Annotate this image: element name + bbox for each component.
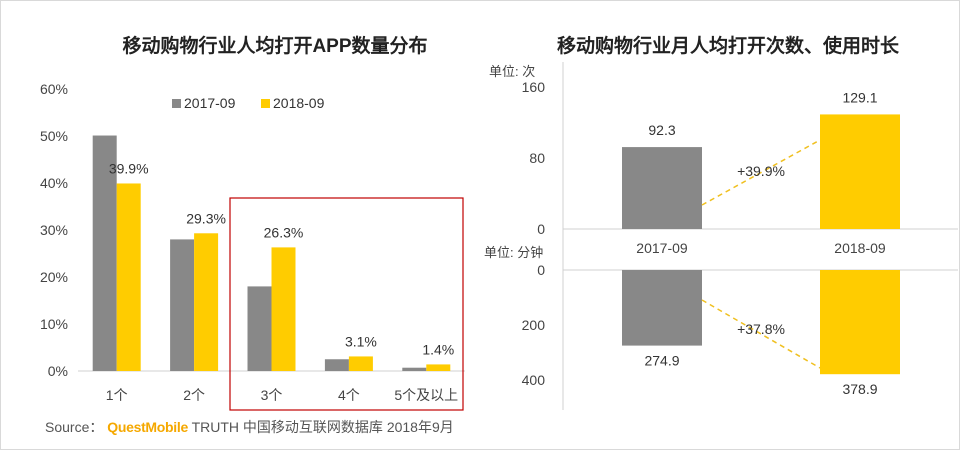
left-data-label: 39.9% xyxy=(109,160,149,176)
duration-bar-2017-09 xyxy=(622,270,702,346)
left-data-label: 29.3% xyxy=(186,210,226,226)
count-value-label: 129.1 xyxy=(842,89,877,105)
bar-2017-2 xyxy=(170,239,195,371)
source-prefix: Source： xyxy=(45,419,104,435)
left-ytick-label: 60% xyxy=(40,81,68,97)
source-note: Source： QuestMobile TRUTH 中国移动互联网数据库 201… xyxy=(45,417,454,437)
bar-2017-3 xyxy=(247,286,272,371)
duration-value-label: 274.9 xyxy=(644,353,679,369)
left-ytick-label: 10% xyxy=(40,316,68,332)
left-data-label: 3.1% xyxy=(345,333,377,349)
left-chart-title: 移动购物行业人均打开APP数量分布 xyxy=(122,34,427,57)
right-category-label: 2017-09 xyxy=(636,240,688,256)
bottom-ytick-label: 200 xyxy=(522,317,546,333)
legend-swatch-2017 xyxy=(172,99,181,108)
top-panel-unit: 单位: 次 xyxy=(489,64,535,79)
left-data-label: 1.4% xyxy=(422,341,454,357)
bar-2018-1 xyxy=(116,183,141,371)
top-ytick-label: 0 xyxy=(537,221,545,237)
right-category-label: 2018-09 xyxy=(834,240,886,256)
duration-value-label: 378.9 xyxy=(842,381,877,397)
left-category-label: 4个 xyxy=(338,387,360,403)
top-ytick-label: 160 xyxy=(522,79,546,95)
legend-label-2018: 2018-09 xyxy=(273,95,325,111)
bottom-ytick-label: 0 xyxy=(537,262,545,278)
left-ytick-label: 20% xyxy=(40,269,68,285)
bar-2018-4 xyxy=(348,356,373,371)
left-data-label: 26.3% xyxy=(264,224,304,240)
count-growth-label: +39.9% xyxy=(737,163,785,179)
highlight-box xyxy=(229,197,464,411)
right-chart-title: 移动购物行业月人均打开次数、使用时长 xyxy=(557,34,900,57)
top-ytick-label: 80 xyxy=(529,150,545,166)
duration-bar-2018-09 xyxy=(820,270,900,375)
count-bar-2018-09 xyxy=(820,114,900,229)
legend-swatch-2018 xyxy=(261,99,270,108)
left-ytick-label: 40% xyxy=(40,175,68,191)
bar-2017-4 xyxy=(324,359,349,371)
left-category-label: 2个 xyxy=(183,387,205,403)
left-ytick-label: 50% xyxy=(40,128,68,144)
bar-2018-5 xyxy=(426,364,451,371)
left-category-label: 5个及以上 xyxy=(394,387,458,403)
left-category-label: 3个 xyxy=(261,387,283,403)
left-ytick-label: 30% xyxy=(40,222,68,238)
source-brand: QuestMobile xyxy=(107,419,188,435)
bar-2017-1 xyxy=(92,135,117,371)
left-category-label: 1个 xyxy=(106,387,128,403)
bottom-ytick-label: 400 xyxy=(522,372,546,388)
count-growth-line xyxy=(701,139,821,206)
bar-2017-5 xyxy=(402,367,427,371)
left-ytick-label: 0% xyxy=(48,363,68,379)
bar-2018-2 xyxy=(194,233,219,371)
source-text: TRUTH 中国移动互联网数据库 2018年9月 xyxy=(191,419,454,435)
count-value-label: 92.3 xyxy=(648,122,675,138)
duration-growth-label: +37.8% xyxy=(737,321,785,337)
count-bar-2017-09 xyxy=(622,147,702,229)
duration-growth-line xyxy=(701,299,821,369)
bar-2018-3 xyxy=(271,247,296,371)
legend-label-2017: 2017-09 xyxy=(184,95,236,111)
bottom-panel-unit: 单位: 分钟 xyxy=(484,245,543,260)
